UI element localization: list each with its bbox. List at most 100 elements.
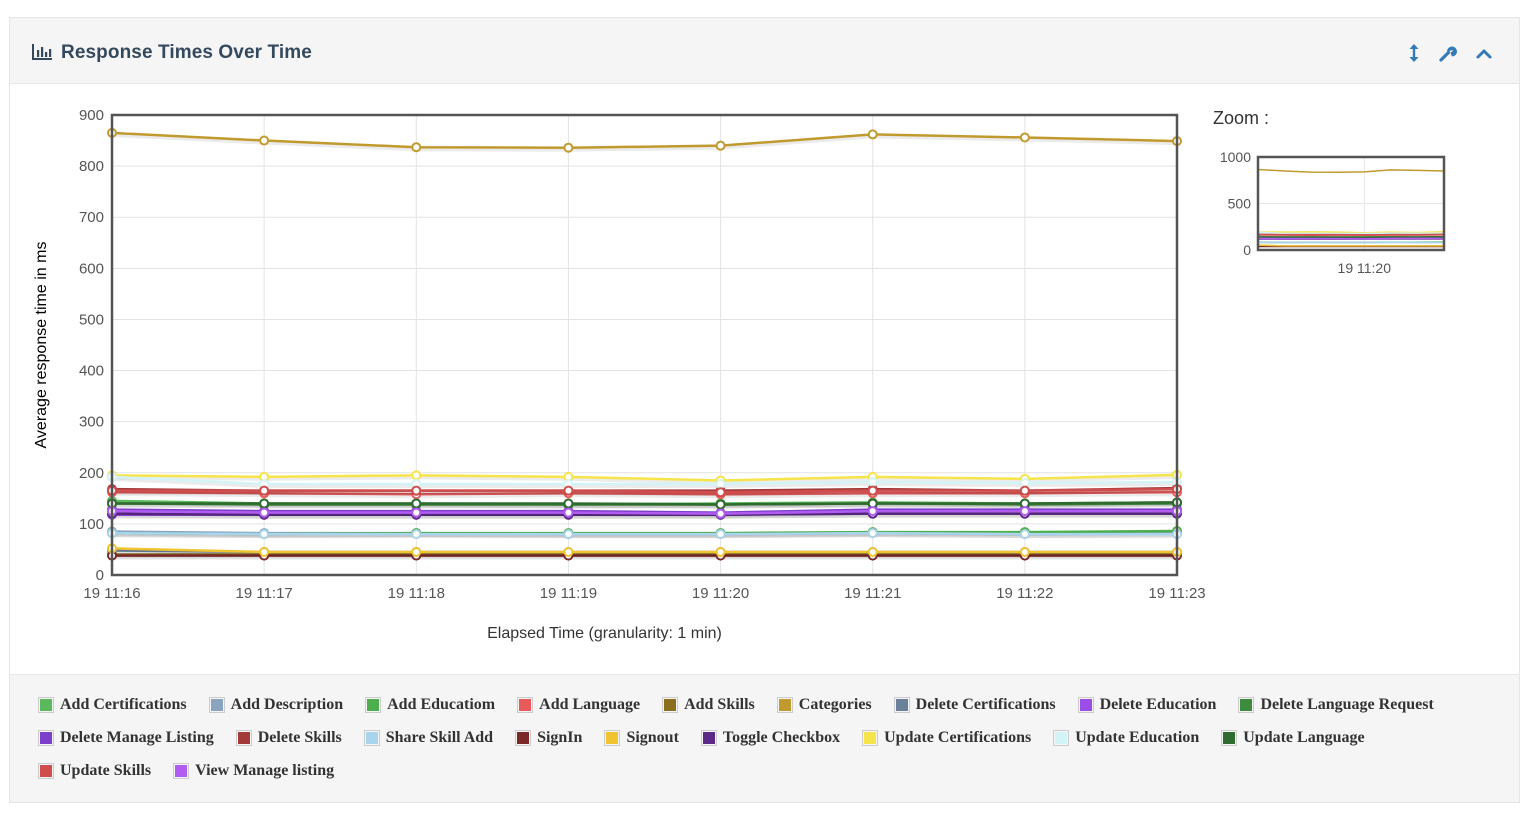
legend-item[interactable]: Update Language bbox=[1221, 727, 1365, 748]
data-point[interactable] bbox=[867, 485, 878, 496]
data-point[interactable] bbox=[411, 507, 422, 518]
data-point[interactable] bbox=[411, 547, 422, 557]
data-point[interactable] bbox=[715, 140, 726, 151]
legend-label: SignIn bbox=[537, 728, 583, 746]
zoom-series-line bbox=[1258, 233, 1445, 236]
y-tick-label: 300 bbox=[79, 414, 104, 431]
data-point[interactable] bbox=[1019, 132, 1030, 143]
data-point[interactable] bbox=[563, 547, 574, 557]
data-point[interactable] bbox=[867, 547, 878, 557]
series-shadow bbox=[111, 548, 1177, 556]
data-point[interactable] bbox=[715, 479, 726, 490]
legend-swatch bbox=[363, 729, 380, 746]
data-point[interactable] bbox=[867, 476, 878, 487]
data-point[interactable] bbox=[867, 506, 878, 517]
zoom-label: Zoom : bbox=[1213, 108, 1269, 128]
series-shadow bbox=[111, 132, 1178, 152]
legend-item[interactable]: Delete Certifications bbox=[893, 694, 1056, 715]
series-16 bbox=[107, 471, 1182, 490]
legend-item[interactable]: Share Skill Add bbox=[363, 727, 493, 748]
data-point[interactable] bbox=[563, 498, 574, 509]
data-point[interactable] bbox=[411, 142, 422, 153]
series-shadow bbox=[111, 533, 1177, 539]
data-point[interactable] bbox=[259, 498, 270, 509]
series-line bbox=[112, 487, 1178, 494]
legend-label: Update Language bbox=[1243, 728, 1365, 746]
legend-item[interactable]: SignIn bbox=[515, 727, 582, 748]
data-point[interactable] bbox=[563, 529, 574, 540]
legend-label: Update Certifications bbox=[884, 728, 1032, 746]
legend-item[interactable]: Add Language bbox=[517, 694, 640, 715]
series-line bbox=[111, 131, 1178, 149]
x-tick-label: 19 11:19 bbox=[540, 585, 597, 602]
legend-item[interactable]: View Manage listing bbox=[173, 760, 334, 781]
data-point[interactable] bbox=[715, 508, 726, 519]
data-point[interactable] bbox=[411, 529, 422, 540]
series-11 bbox=[107, 528, 1182, 540]
legend-item[interactable]: Add Skills bbox=[662, 694, 755, 715]
zoom-frame[interactable] bbox=[1256, 155, 1446, 252]
legend-item[interactable]: Add Certifications bbox=[38, 694, 187, 715]
data-point[interactable] bbox=[1019, 485, 1030, 496]
data-point[interactable] bbox=[1019, 506, 1030, 517]
plot-frame bbox=[110, 113, 1179, 577]
x-axis-label: Elapsed Time (granularity: 1 min) bbox=[487, 625, 722, 642]
data-point[interactable] bbox=[715, 487, 726, 498]
data-point[interactable] bbox=[715, 499, 726, 510]
data-point[interactable] bbox=[411, 470, 422, 481]
legend-swatch bbox=[517, 696, 534, 713]
legend-item[interactable]: Delete Skills bbox=[235, 727, 342, 748]
legend-label: Add Educatiom bbox=[387, 695, 496, 713]
legend-swatch bbox=[776, 696, 793, 713]
zoom-series-line bbox=[1257, 244, 1444, 247]
series-shadow bbox=[111, 511, 1177, 518]
series-line bbox=[111, 531, 1177, 536]
zoom-series-lines[interactable] bbox=[1257, 168, 1445, 248]
legend-item[interactable]: Delete Education bbox=[1077, 694, 1216, 715]
legend-item[interactable]: Signout bbox=[604, 727, 679, 748]
data-point[interactable] bbox=[563, 485, 574, 496]
data-point[interactable] bbox=[259, 547, 270, 557]
zoom-series-line bbox=[1257, 168, 1445, 174]
legend-swatch bbox=[893, 696, 910, 713]
series-line bbox=[111, 512, 1177, 516]
resize-vertical-icon[interactable] bbox=[1404, 42, 1424, 64]
series-line bbox=[111, 473, 1178, 482]
data-point[interactable] bbox=[715, 547, 726, 557]
legend-item[interactable]: Update Certifications bbox=[862, 727, 1031, 748]
legend-item[interactable]: Add Educatiom bbox=[365, 694, 495, 715]
legend-label: Delete Language Request bbox=[1260, 695, 1434, 713]
data-point[interactable] bbox=[259, 507, 270, 518]
legend-item[interactable]: Update Skills bbox=[38, 760, 151, 781]
legend-item[interactable]: Delete Language Request bbox=[1238, 694, 1434, 715]
legend-item[interactable]: Toggle Checkbox bbox=[700, 727, 840, 748]
series-shadow bbox=[112, 502, 1178, 509]
legend-item[interactable]: Categories bbox=[776, 694, 872, 715]
bar-chart-icon bbox=[32, 44, 52, 60]
legend-item[interactable]: Delete Manage Listing bbox=[38, 727, 214, 748]
data-point[interactable] bbox=[867, 528, 878, 539]
legend-item[interactable]: Update Education bbox=[1053, 727, 1199, 748]
series-shadow bbox=[111, 474, 1178, 485]
data-point[interactable] bbox=[259, 485, 270, 496]
legend-swatch bbox=[208, 696, 225, 713]
y-tick-label: 900 bbox=[79, 107, 104, 124]
data-point[interactable] bbox=[411, 485, 422, 496]
legend-swatch bbox=[662, 696, 679, 713]
data-point[interactable] bbox=[1019, 547, 1030, 557]
series-line bbox=[112, 501, 1178, 506]
data-point[interactable] bbox=[563, 142, 574, 153]
data-point[interactable] bbox=[867, 129, 878, 140]
data-point[interactable] bbox=[259, 135, 270, 146]
legend-item[interactable]: Add Description bbox=[208, 694, 343, 715]
data-point[interactable] bbox=[259, 529, 270, 540]
wrench-icon[interactable] bbox=[1438, 42, 1458, 64]
legend-swatch bbox=[1238, 696, 1255, 713]
data-point[interactable] bbox=[1019, 529, 1030, 540]
data-point[interactable] bbox=[411, 498, 422, 509]
data-point[interactable] bbox=[563, 507, 574, 518]
chevron-up-icon[interactable] bbox=[1474, 42, 1494, 64]
y-tick-label: 700 bbox=[79, 209, 104, 226]
data-point[interactable] bbox=[715, 529, 726, 540]
series-line bbox=[111, 490, 1178, 496]
